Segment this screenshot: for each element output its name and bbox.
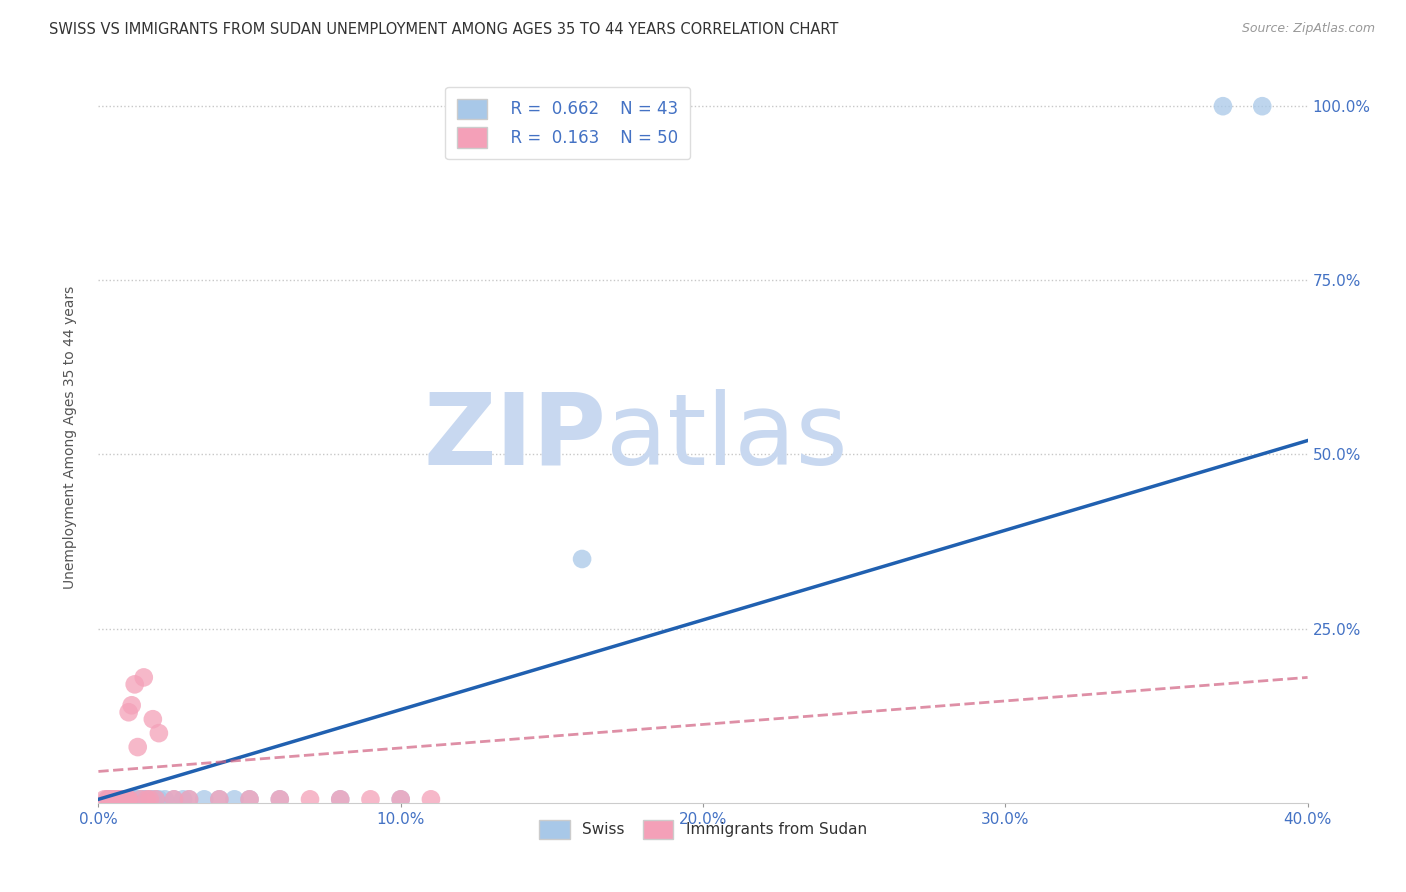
Point: [129, 792, 152, 806]
Point: [100, 792, 122, 806]
Point: [111, 792, 134, 806]
Point: [121, 698, 143, 713]
Point: [135, 792, 157, 806]
Point: [111, 792, 134, 806]
Text: ZIP: ZIP: [423, 389, 606, 485]
Point: [114, 792, 136, 806]
Point: [127, 792, 149, 806]
Point: [103, 792, 125, 806]
Point: [135, 792, 157, 806]
Point: [100, 792, 122, 806]
Point: [103, 792, 125, 806]
Point: [108, 792, 131, 806]
Point: [100, 792, 122, 806]
Point: [124, 677, 146, 691]
Point: [100, 792, 122, 806]
Point: [142, 792, 165, 806]
Point: [269, 792, 291, 806]
Point: [118, 705, 141, 719]
Point: [118, 792, 141, 806]
Point: [193, 792, 215, 806]
Point: [103, 792, 125, 806]
Point: [329, 792, 352, 806]
Point: [208, 792, 231, 806]
Point: [129, 792, 152, 806]
Y-axis label: Unemployment Among Ages 35 to 44 years: Unemployment Among Ages 35 to 44 years: [63, 285, 77, 589]
Point: [124, 792, 146, 806]
Point: [105, 792, 128, 806]
Point: [1251, 99, 1274, 113]
Point: [269, 792, 291, 806]
Point: [132, 792, 155, 806]
Point: [103, 792, 125, 806]
Point: [239, 792, 262, 806]
Point: [105, 792, 128, 806]
Point: [389, 792, 412, 806]
Text: atlas: atlas: [606, 389, 848, 485]
Point: [111, 792, 134, 806]
Point: [96, 792, 118, 806]
Point: [103, 792, 125, 806]
Point: [142, 712, 165, 726]
Point: [105, 792, 128, 806]
Point: [105, 792, 128, 806]
Point: [360, 792, 382, 806]
Point: [571, 552, 593, 566]
Point: [103, 792, 125, 806]
Point: [121, 792, 143, 806]
Point: [208, 792, 231, 806]
Point: [93, 792, 115, 806]
Point: [111, 792, 134, 806]
Point: [105, 792, 128, 806]
Point: [153, 792, 176, 806]
Point: [103, 792, 125, 806]
Point: [103, 792, 125, 806]
Point: [114, 792, 136, 806]
Point: [108, 792, 131, 806]
Point: [179, 792, 201, 806]
Point: [105, 792, 128, 806]
Point: [132, 670, 155, 684]
Point: [127, 740, 149, 755]
Point: [118, 792, 141, 806]
Legend: Swiss, Immigrants from Sudan: Swiss, Immigrants from Sudan: [531, 813, 875, 847]
Point: [239, 792, 262, 806]
Point: [139, 792, 162, 806]
Point: [114, 792, 136, 806]
Point: [108, 792, 131, 806]
Point: [163, 792, 186, 806]
Point: [114, 792, 136, 806]
Point: [103, 792, 125, 806]
Point: [108, 792, 131, 806]
Point: [145, 792, 167, 806]
Point: [139, 792, 162, 806]
Point: [105, 792, 128, 806]
Point: [118, 792, 141, 806]
Point: [163, 792, 186, 806]
Point: [108, 792, 131, 806]
Point: [124, 792, 146, 806]
Point: [118, 792, 141, 806]
Point: [179, 792, 201, 806]
Point: [172, 792, 194, 806]
Point: [299, 792, 322, 806]
Point: [329, 792, 352, 806]
Point: [103, 792, 125, 806]
Point: [1212, 99, 1234, 113]
Point: [224, 792, 246, 806]
Point: [108, 792, 131, 806]
Point: [145, 792, 167, 806]
Point: [118, 792, 141, 806]
Text: SWISS VS IMMIGRANTS FROM SUDAN UNEMPLOYMENT AMONG AGES 35 TO 44 YEARS CORRELATIO: SWISS VS IMMIGRANTS FROM SUDAN UNEMPLOYM…: [49, 22, 838, 37]
Point: [132, 792, 155, 806]
Point: [118, 792, 141, 806]
Point: [420, 792, 443, 806]
Point: [96, 792, 118, 806]
Text: Source: ZipAtlas.com: Source: ZipAtlas.com: [1241, 22, 1375, 36]
Point: [108, 792, 131, 806]
Point: [389, 792, 412, 806]
Point: [148, 792, 170, 806]
Point: [148, 726, 170, 740]
Point: [111, 792, 134, 806]
